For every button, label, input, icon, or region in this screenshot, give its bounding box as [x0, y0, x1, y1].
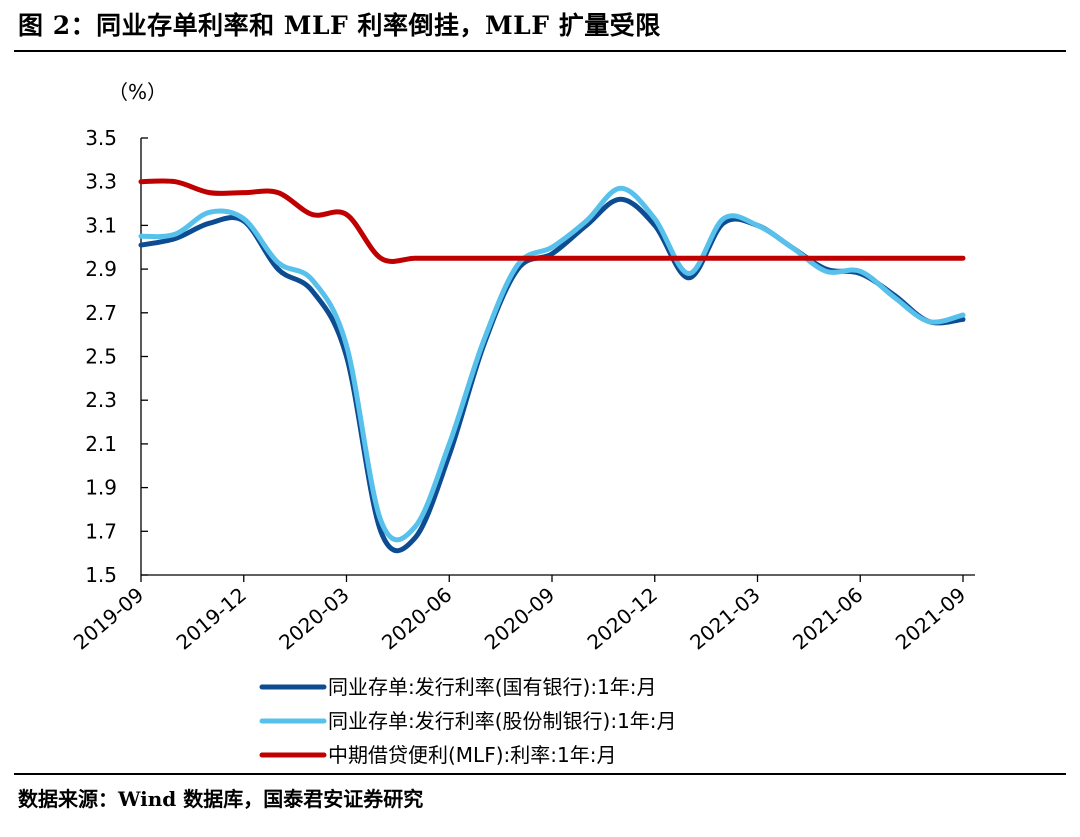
- x-tick-label: 2020-03: [274, 582, 353, 654]
- legend-label: 同业存单:发行利率(股份制银行):1年:月: [328, 709, 677, 733]
- y-tick-label: 2.1: [85, 432, 117, 456]
- title-rule: [14, 50, 1066, 52]
- line-chart: （%） 3.5 3.3 3.1 2.9 2.7 2.5 2.3 2.1 1.9 1.7 1.5 20…: [69, 80, 975, 767]
- legend-label: 中期借贷便利(MLF):利率:1年:月: [328, 743, 616, 767]
- x-tick-label: 2020-12: [583, 582, 662, 654]
- chart-axes: （%）: [108, 80, 975, 576]
- y-tick-label: 1.9: [85, 476, 117, 500]
- y-tick-label: 3.1: [85, 213, 117, 237]
- y-tick-label: 2.7: [85, 301, 117, 325]
- y-tick-label: 3.5: [85, 126, 117, 150]
- source-rule: [14, 773, 1066, 775]
- chart-legend: 同业存单:发行利率(国有银行):1年:月同业存单:发行利率(股份制银行):1年:…: [259, 675, 677, 767]
- x-tick-label: 2021-06: [788, 582, 867, 654]
- figure-title: 图 2：同业存单利率和 MLF 利率倒挂，MLF 扩量受限: [18, 11, 661, 40]
- y-tick-label: 2.3: [85, 388, 117, 412]
- y-tick-label: 1.5: [85, 563, 117, 587]
- series-line-joint-stock-banks: [138, 185, 966, 543]
- legend-label: 同业存单:发行利率(国有银行):1年:月: [328, 675, 657, 699]
- y-axis-ticks: 3.5 3.3 3.1 2.9 2.7 2.5 2.3 2.1 1.9 1.7 1.5: [85, 126, 148, 587]
- y-tick-label: 1.7: [85, 519, 117, 543]
- y-axis-unit-label: （%）: [108, 80, 167, 104]
- series-lines: [138, 178, 966, 554]
- x-tick-label: 2021-09: [891, 582, 970, 654]
- y-tick-label: 3.3: [85, 170, 117, 194]
- y-tick-label: 2.9: [85, 257, 117, 281]
- series-line-mlf: [138, 178, 966, 264]
- x-tick-label: 2019-12: [172, 582, 251, 654]
- y-tick-label: 2.5: [85, 345, 117, 369]
- x-tick-label: 2020-09: [480, 582, 559, 654]
- x-tick-label: 2021-03: [685, 582, 764, 654]
- series-line-state-banks: [138, 196, 966, 554]
- x-axis-ticks: 2019-09 2019-12 2020-03 2020-06 2020-09 2020-…: [69, 575, 970, 655]
- source-note: 数据来源：Wind 数据库，国泰君安证券研究: [18, 787, 424, 811]
- x-tick-label: 2020-06: [377, 582, 456, 654]
- x-tick-label: 2019-09: [69, 582, 148, 654]
